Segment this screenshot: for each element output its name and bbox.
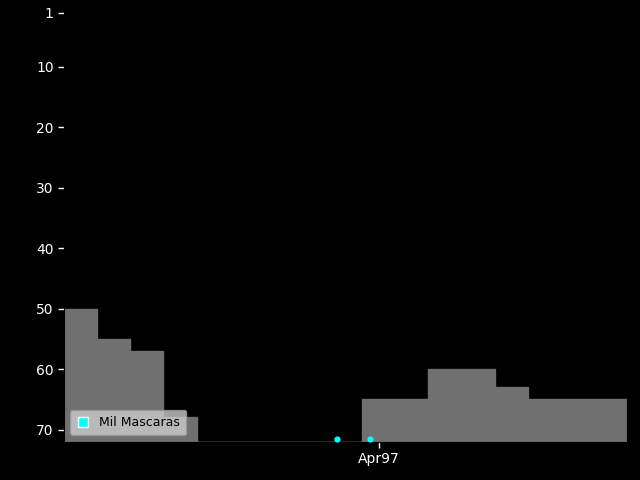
Legend: Mil Mascaras: Mil Mascaras (70, 410, 186, 435)
Point (365, 435, 376, 443)
Point (332, 435, 342, 443)
